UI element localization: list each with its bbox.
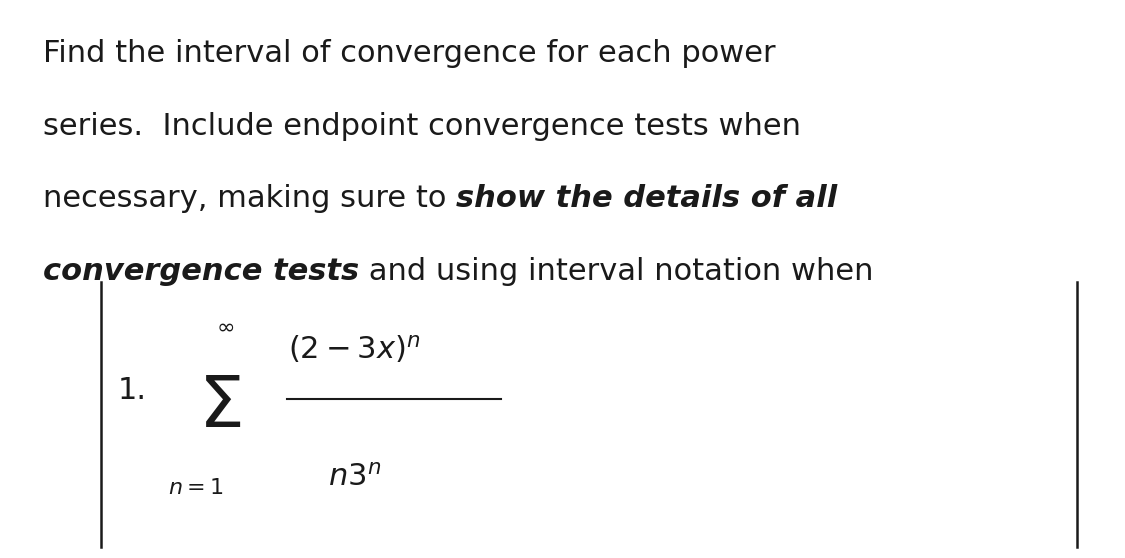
Text: 1.: 1. (118, 376, 147, 405)
Text: series.  Include endpoint convergence tests when: series. Include endpoint convergence tes… (43, 112, 801, 141)
Text: $\Sigma$: $\Sigma$ (198, 373, 241, 442)
Text: Find the interval of convergence for each power: Find the interval of convergence for eac… (43, 39, 775, 68)
Text: necessary, making sure to: necessary, making sure to (43, 184, 456, 213)
Text: $n=1$: $n=1$ (168, 478, 224, 498)
Text: $(2-3x)^n$: $(2-3x)^n$ (288, 333, 421, 365)
Text: and using interval notation when: and using interval notation when (359, 257, 873, 286)
Text: convergence tests: convergence tests (43, 257, 359, 286)
Text: $n3^n$: $n3^n$ (327, 463, 381, 492)
Text: show the details of all: show the details of all (456, 184, 837, 213)
Text: $\infty$: $\infty$ (216, 316, 234, 336)
